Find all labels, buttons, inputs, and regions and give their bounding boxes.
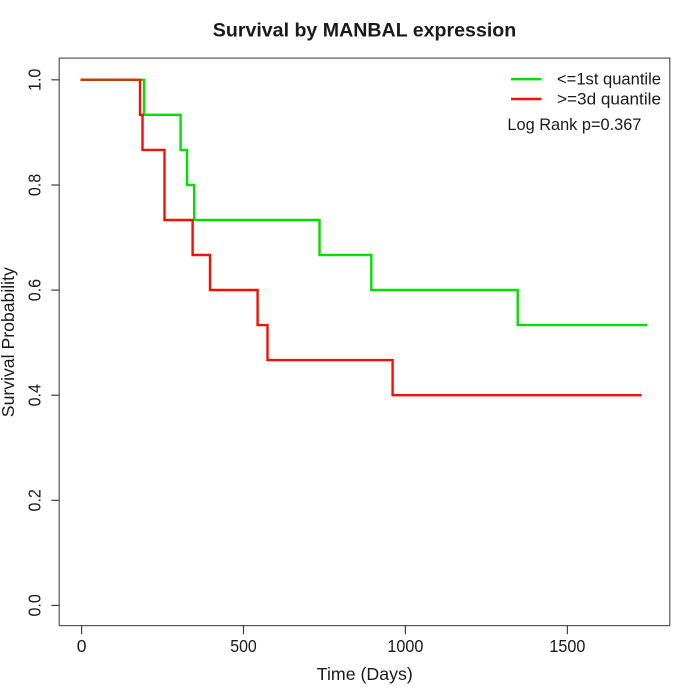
svg-text:Survival by MANBAL expression: Survival by MANBAL expression	[213, 20, 516, 42]
svg-text:>=3d quantile: >=3d quantile	[557, 90, 661, 109]
svg-text:500: 500	[230, 636, 257, 656]
svg-text:0.6: 0.6	[25, 279, 45, 301]
svg-text:1500: 1500	[549, 636, 585, 656]
svg-text:Log Rank p=0.367: Log Rank p=0.367	[507, 115, 641, 134]
svg-text:<=1st quantile: <=1st quantile	[557, 70, 661, 89]
svg-text:Survival Probability: Survival Probability	[0, 267, 18, 417]
svg-text:0: 0	[77, 636, 87, 656]
svg-text:0.8: 0.8	[25, 174, 45, 196]
svg-text:1000: 1000	[387, 636, 423, 656]
svg-text:Time (Days): Time (Days)	[317, 664, 413, 684]
svg-text:0.2: 0.2	[25, 489, 45, 511]
svg-text:0.4: 0.4	[25, 384, 45, 407]
svg-text:0.0: 0.0	[25, 594, 45, 617]
svg-text:1.0: 1.0	[25, 68, 45, 91]
